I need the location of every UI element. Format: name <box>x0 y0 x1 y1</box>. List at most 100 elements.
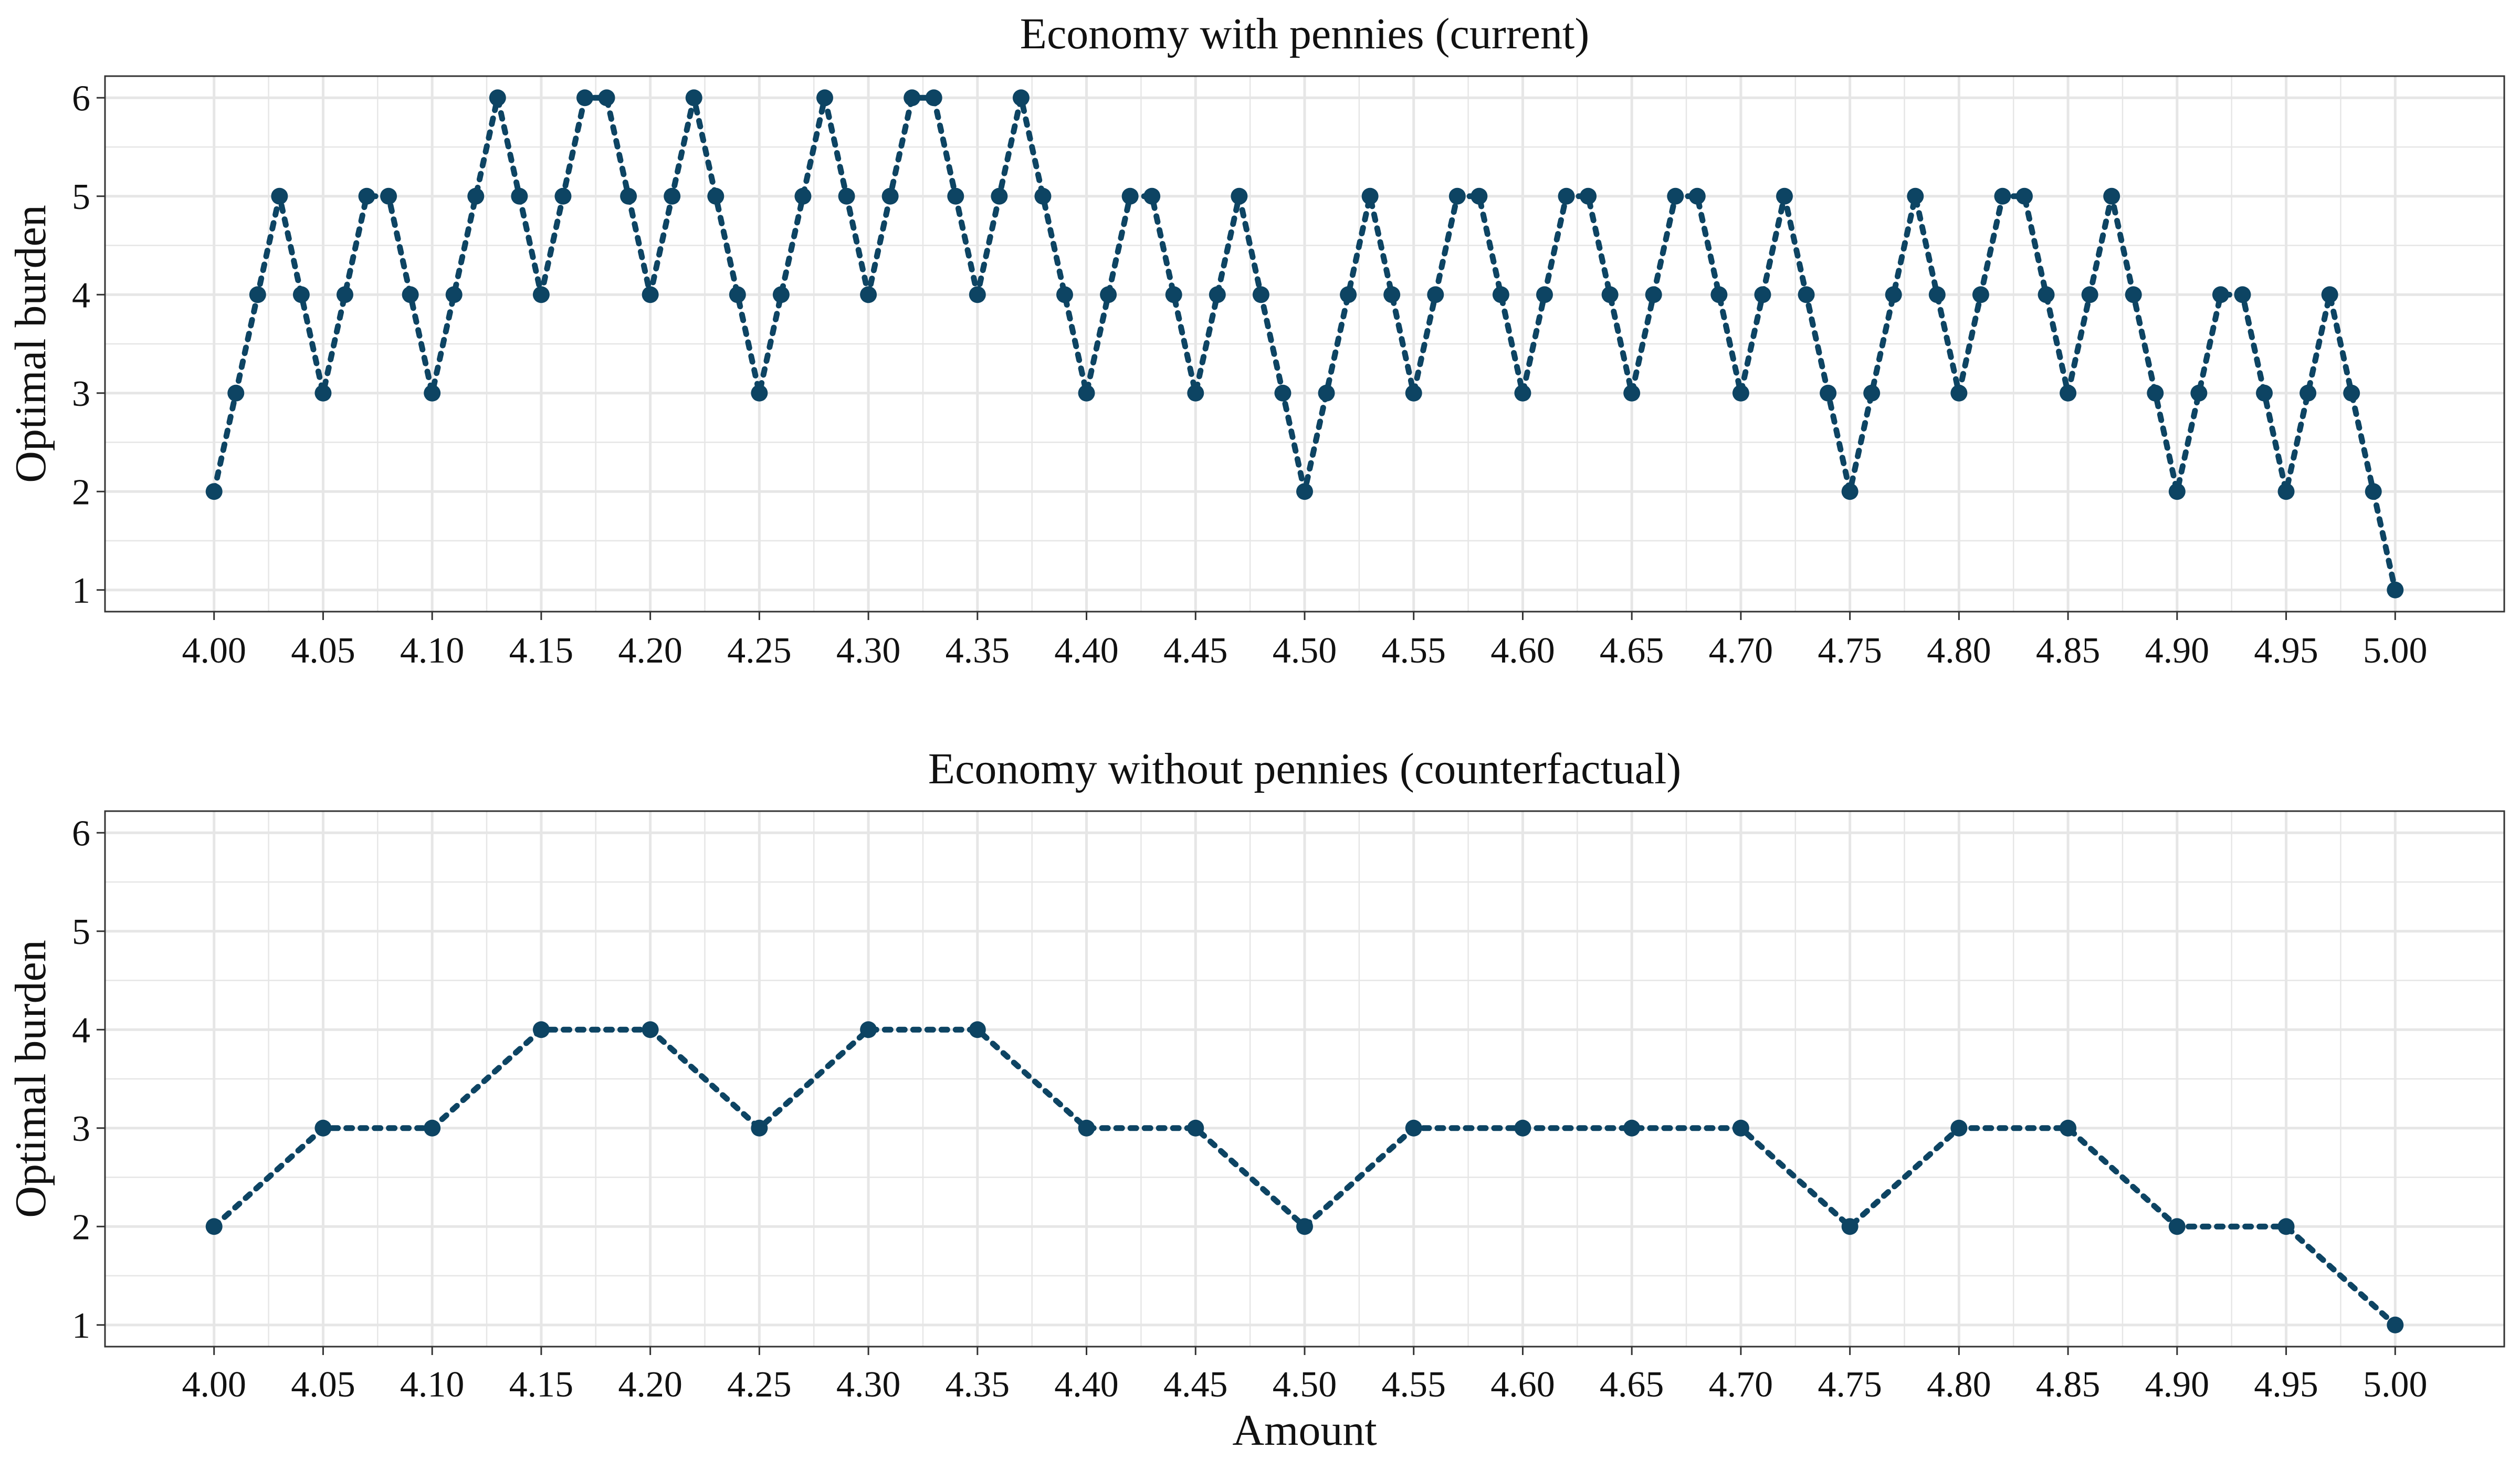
data-point <box>642 1021 659 1038</box>
x-tick-label: 4.10 <box>400 631 465 671</box>
data-point <box>1841 483 1858 500</box>
data-point <box>904 89 921 107</box>
x-tick-label: 4.60 <box>1490 631 1555 671</box>
data-point <box>2016 187 2033 205</box>
data-point <box>2365 483 2382 500</box>
data-point <box>1907 187 1924 205</box>
data-point <box>2321 286 2338 303</box>
data-point <box>1078 384 1095 402</box>
data-point <box>1405 1119 1422 1137</box>
data-point <box>1798 286 1815 303</box>
data-point <box>1950 384 1968 402</box>
y-tick-label: 6 <box>72 813 90 854</box>
x-tick-label: 4.10 <box>400 1364 465 1405</box>
data-point <box>1623 1119 1641 1137</box>
data-point <box>292 286 310 303</box>
data-point <box>598 89 615 107</box>
x-tick-label: 4.45 <box>1163 1364 1228 1405</box>
data-point <box>2103 187 2120 205</box>
data-point <box>227 384 245 402</box>
x-tick-label: 4.55 <box>1381 631 1446 671</box>
y-axis-label: Optimal burden <box>6 205 55 483</box>
data-point <box>511 187 528 205</box>
data-point <box>271 187 288 205</box>
data-point <box>1252 286 1269 303</box>
x-tick-label: 4.15 <box>509 1364 574 1405</box>
x-tick-label: 4.50 <box>1273 631 1337 671</box>
data-point <box>1056 286 1073 303</box>
data-point <box>1754 286 1771 303</box>
data-point <box>205 1218 223 1235</box>
x-tick-label: 4.70 <box>1709 1364 1773 1405</box>
data-point <box>358 187 375 205</box>
x-tick-label: 4.25 <box>727 631 792 671</box>
data-point <box>2234 286 2251 303</box>
data-point <box>1078 1119 1095 1137</box>
data-point <box>2387 581 2404 598</box>
data-point <box>1623 384 1641 402</box>
data-point <box>991 187 1008 205</box>
data-point <box>1885 286 1902 303</box>
x-tick-label: 4.85 <box>2036 1364 2101 1405</box>
data-point <box>1776 187 1793 205</box>
data-point <box>2060 384 2077 402</box>
data-point <box>1209 286 1226 303</box>
data-point <box>1994 187 2011 205</box>
data-point <box>2125 286 2142 303</box>
data-point <box>1601 286 1619 303</box>
data-point <box>772 286 790 303</box>
data-point <box>729 286 746 303</box>
data-point <box>2060 1119 2077 1137</box>
x-tick-label: 4.35 <box>946 631 1010 671</box>
data-point <box>969 286 986 303</box>
data-point <box>1732 1119 1749 1137</box>
y-tick-label: 3 <box>72 1109 90 1149</box>
data-point <box>205 483 223 500</box>
data-point <box>1427 286 1444 303</box>
data-point <box>2277 483 2295 500</box>
data-point <box>2081 286 2098 303</box>
x-tick-label: 4.85 <box>2036 631 2101 671</box>
x-tick-label: 4.25 <box>727 1364 792 1405</box>
data-point <box>1100 286 1117 303</box>
data-point <box>402 286 419 303</box>
data-point <box>1187 384 1204 402</box>
y-tick-label: 1 <box>72 571 90 611</box>
x-tick-label: 4.80 <box>1927 631 1991 671</box>
data-point <box>1972 286 1989 303</box>
data-point <box>1688 187 1706 205</box>
data-point <box>1928 286 1946 303</box>
x-tick-label: 4.20 <box>618 1364 682 1405</box>
data-point <box>1231 187 1248 205</box>
y-tick-label: 2 <box>72 472 90 512</box>
x-tick-label: 4.40 <box>1054 631 1119 671</box>
data-point <box>881 187 899 205</box>
data-point <box>2256 384 2273 402</box>
data-point <box>532 286 550 303</box>
x-tick-label: 5.00 <box>2363 631 2428 671</box>
panel-with-pennies: 4.00 4.05 4.10 4.15 4.20 4.25 4.30 4.35 4.40 4.45… <box>6 9 2505 671</box>
data-point <box>1514 1119 1531 1137</box>
x-tick-label: 4.55 <box>1381 1364 1446 1405</box>
chart-title: Economy without pennies (counterfactual) <box>928 744 1682 793</box>
y-tick-label: 6 <box>72 78 90 119</box>
data-point <box>1143 187 1161 205</box>
data-point <box>424 1119 441 1137</box>
data-point <box>1296 483 1313 500</box>
data-point <box>1012 89 1030 107</box>
data-point <box>794 187 812 205</box>
data-point <box>1187 1119 1204 1137</box>
data-point <box>2387 1316 2404 1334</box>
data-point <box>1405 384 1422 402</box>
y-tick-label: 4 <box>72 275 90 316</box>
x-tick-label: 4.20 <box>618 631 682 671</box>
data-point <box>2212 286 2229 303</box>
data-point <box>1732 384 1749 402</box>
data-point <box>314 384 332 402</box>
data-point <box>2190 384 2208 402</box>
x-tick-label: 4.90 <box>2145 1364 2210 1405</box>
x-tick-label: 4.60 <box>1490 1364 1555 1405</box>
data-point <box>2147 384 2164 402</box>
data-point <box>947 187 964 205</box>
x-tick-label: 4.15 <box>509 631 574 671</box>
